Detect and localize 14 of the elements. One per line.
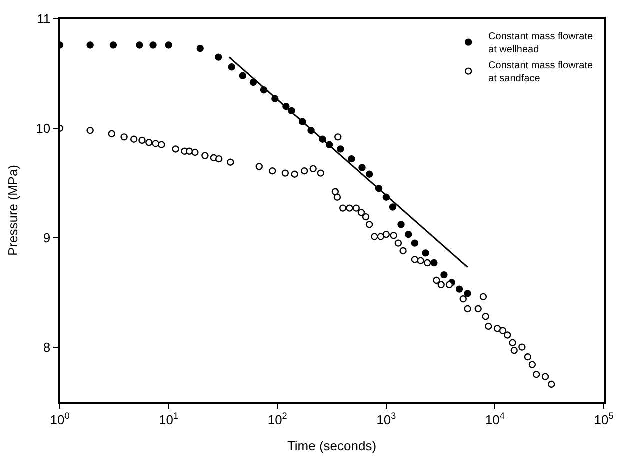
- x-tick-label: 10$^{1}$: [159, 410, 179, 428]
- x-tick-label: 10$^{0}$: [50, 410, 70, 428]
- y-tick-label: 10: [36, 120, 51, 136]
- y-tick-label: 9: [43, 230, 51, 246]
- y-axis-title: Pressure (MPa): [6, 164, 21, 256]
- legend-label: Constant mass flowrate at wellhead: [488, 32, 594, 56]
- y-tick-label: 11: [37, 12, 51, 27]
- legend-label: Constant mass flowrate at sandface: [488, 60, 594, 85]
- x-tick-label: 10$^{3}$: [376, 410, 396, 428]
- x-axis-title: Time (seconds): [287, 438, 377, 454]
- x-tick-label: 10$^{4}$: [485, 410, 505, 428]
- x-tick-label: 10$^{2}$: [268, 410, 288, 428]
- y-tick-label: 8: [43, 340, 51, 355]
- x-tick-label: 10$^{5}$: [594, 410, 614, 428]
